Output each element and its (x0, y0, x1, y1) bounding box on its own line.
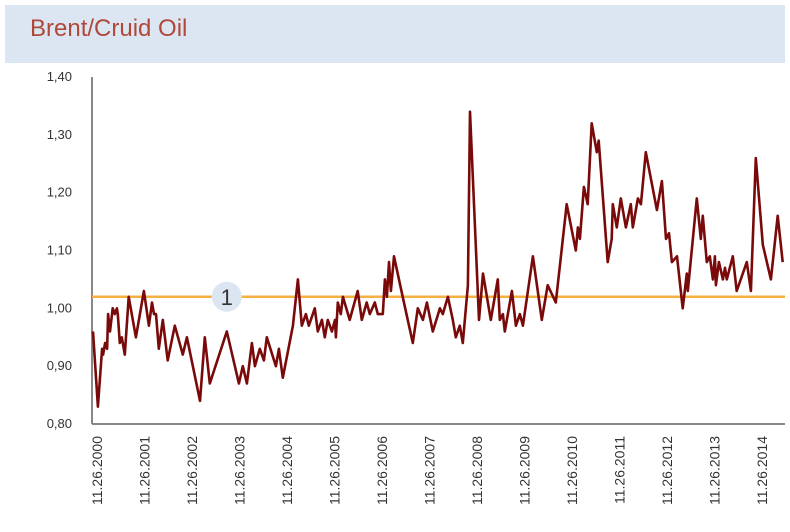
x-tick-label: 11.26.2012 (659, 436, 675, 505)
x-tick-label: 11.26.2008 (469, 436, 485, 505)
x-tick-label: 11.26.2001 (136, 436, 152, 505)
x-tick-label: 11.26.2003 (231, 436, 247, 505)
series-line (91, 110, 784, 409)
x-tick-label: 11.26.2013 (706, 436, 722, 505)
x-tick-label: 11.26.2006 (374, 436, 390, 505)
x-tick-label: 11.26.2002 (184, 436, 200, 505)
chart-title: Brent/Cruid Oil (30, 15, 188, 42)
y-tick-label: 0,90 (47, 358, 72, 373)
x-tick-label: 11.26.2010 (564, 436, 580, 505)
chart-header: Brent/Cruid Oil (5, 5, 785, 63)
annotation-label: 1 (221, 285, 233, 310)
y-tick-label: 0,80 (47, 416, 72, 431)
x-tick-label: 11.26.2007 (421, 436, 437, 505)
x-tick-label: 11.26.2014 (754, 436, 770, 505)
x-tick-label: 11.26.2000 (89, 436, 105, 505)
x-tick-label: 11.26.2011 (611, 436, 627, 504)
y-tick-label: 1,00 (47, 300, 72, 315)
x-tick-label: 11.26.2009 (516, 436, 532, 505)
x-tick-label: 11.26.2004 (279, 436, 295, 505)
x-tick-label: 11.26.2005 (326, 436, 342, 505)
y-tick-label: 1,20 (47, 185, 72, 200)
annotation-marker (211, 281, 242, 312)
y-tick-label: 1,30 (47, 127, 72, 142)
y-tick-label: 1,10 (47, 243, 72, 258)
y-tick-label: 1,40 (47, 69, 72, 84)
